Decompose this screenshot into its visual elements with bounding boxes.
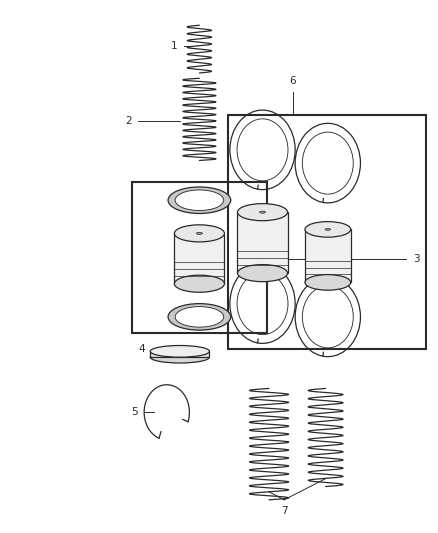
Bar (305, 229, 351, 282)
Ellipse shape (325, 229, 331, 230)
Ellipse shape (305, 222, 351, 237)
Ellipse shape (260, 211, 265, 213)
Ellipse shape (237, 204, 288, 221)
Ellipse shape (168, 187, 231, 214)
Bar (150, 351, 209, 357)
Ellipse shape (174, 225, 224, 242)
Ellipse shape (237, 264, 288, 281)
Ellipse shape (168, 304, 231, 330)
Ellipse shape (196, 232, 202, 235)
Ellipse shape (305, 274, 351, 290)
Text: 4: 4 (138, 344, 145, 354)
Text: 7: 7 (281, 506, 288, 516)
Ellipse shape (175, 306, 224, 327)
Bar (132, 182, 267, 333)
Bar (237, 212, 288, 273)
Ellipse shape (175, 190, 224, 211)
Text: 3: 3 (413, 254, 419, 263)
Text: 1: 1 (171, 42, 178, 52)
Ellipse shape (150, 351, 209, 363)
Ellipse shape (150, 345, 209, 357)
Ellipse shape (174, 275, 224, 292)
Text: 5: 5 (131, 407, 138, 417)
Text: 2: 2 (125, 116, 132, 126)
Text: 6: 6 (290, 76, 296, 86)
Bar (228, 115, 426, 349)
Bar (174, 233, 224, 284)
